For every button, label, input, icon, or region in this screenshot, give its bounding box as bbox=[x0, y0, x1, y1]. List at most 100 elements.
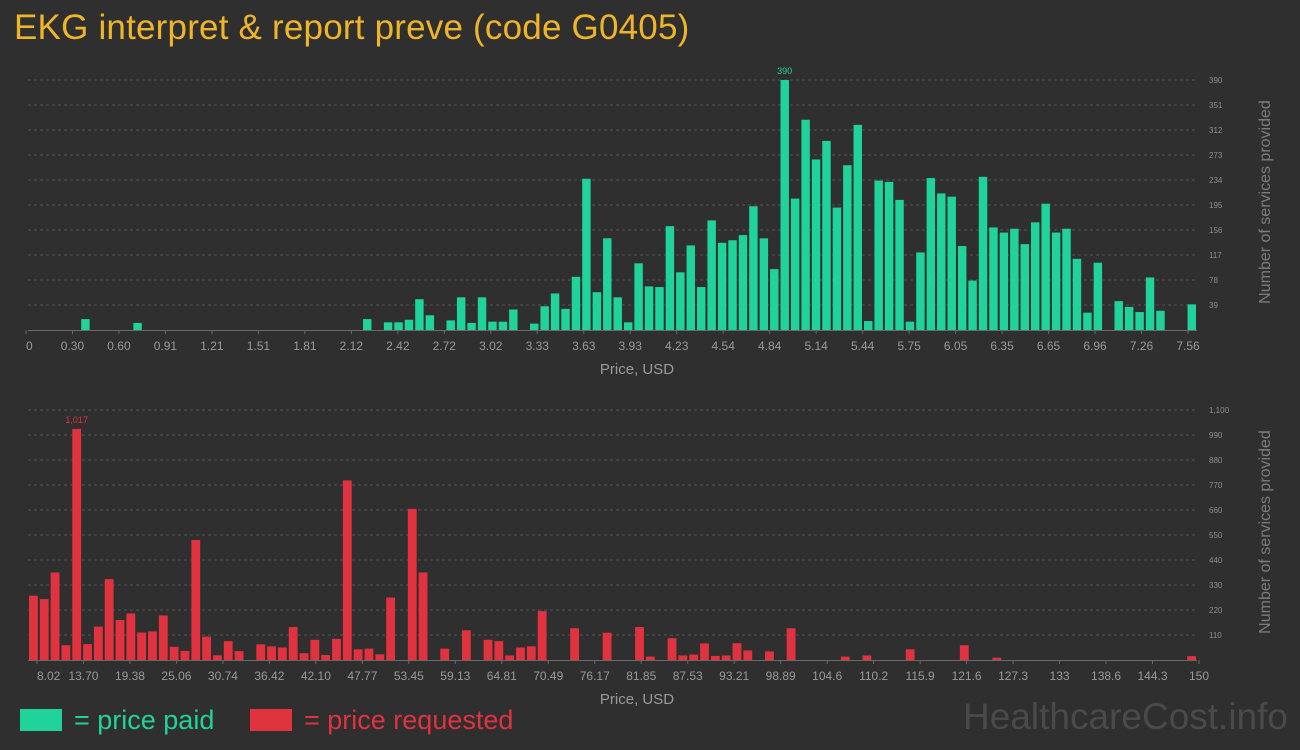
paid-bar bbox=[404, 319, 414, 330]
paid-x-tick-label: 6.96 bbox=[1083, 339, 1107, 353]
paid-x-tick-label: 5.75 bbox=[897, 339, 921, 353]
paid-x-tick-label: 1.81 bbox=[293, 339, 317, 353]
paid-bar bbox=[613, 297, 622, 330]
requested-bar bbox=[516, 647, 525, 660]
requested-bar bbox=[505, 655, 515, 660]
paid-bar bbox=[1072, 258, 1082, 330]
requested-bar bbox=[678, 655, 688, 660]
paid-bar bbox=[780, 80, 789, 330]
paid-y-tick-label: 234 bbox=[1209, 176, 1223, 185]
requested-bar bbox=[180, 650, 190, 660]
paid-x-tick-label: 6.35 bbox=[990, 339, 1014, 353]
requested-bar bbox=[256, 644, 266, 660]
paid-y-tick-label: 117 bbox=[1209, 251, 1222, 260]
requested-bar bbox=[50, 572, 60, 660]
paid-bar bbox=[989, 227, 998, 330]
paid-bar bbox=[957, 246, 967, 330]
paid-bar bbox=[1062, 228, 1071, 330]
requested-bar bbox=[321, 655, 331, 660]
paid-bar bbox=[822, 140, 831, 330]
requested-x-tick-label: 93.21 bbox=[719, 669, 749, 683]
paid-bar bbox=[864, 321, 873, 330]
requested-bar bbox=[310, 639, 320, 660]
legend-paid-swatch bbox=[20, 709, 62, 731]
requested-x-tick-label: 25.06 bbox=[161, 669, 191, 683]
requested-bar bbox=[72, 428, 82, 660]
paid-bar bbox=[456, 297, 466, 330]
requested-bar bbox=[494, 641, 504, 660]
requested-x-tick-label: 81.85 bbox=[626, 669, 656, 683]
paid-x-tick-label: 0 bbox=[26, 339, 33, 353]
paid-x-tick-label: 1.21 bbox=[200, 339, 224, 353]
paid-bar bbox=[926, 178, 936, 330]
paid-bar bbox=[738, 235, 748, 330]
paid-x-tick-label: 2.72 bbox=[433, 339, 457, 353]
paid-bar bbox=[1041, 203, 1050, 330]
requested-bar bbox=[277, 647, 287, 660]
requested-bar bbox=[83, 644, 92, 660]
requested-bar bbox=[148, 631, 157, 660]
requested-bar bbox=[104, 579, 114, 660]
requested-y-axis-title: Number of services provided bbox=[1257, 430, 1274, 634]
paid-x-tick-label: 5.14 bbox=[804, 339, 828, 353]
requested-peak-label: 1,017 bbox=[65, 415, 88, 425]
requested-x-tick-label: 19.38 bbox=[115, 669, 145, 683]
paid-y-tick-label: 312 bbox=[1209, 126, 1223, 135]
requested-x-tick-label: 36.42 bbox=[254, 669, 284, 683]
requested-bar bbox=[689, 654, 699, 660]
requested-x-tick-label: 115.9 bbox=[906, 669, 935, 683]
paid-bar bbox=[1010, 228, 1019, 330]
requested-bar bbox=[645, 656, 655, 660]
paid-bar bbox=[603, 238, 612, 330]
requested-bar bbox=[765, 651, 774, 660]
requested-y-tick-label: 440 bbox=[1209, 556, 1223, 565]
paid-bar bbox=[1031, 222, 1040, 330]
paid-bar bbox=[790, 198, 800, 330]
paid-y-tick-label: 39 bbox=[1209, 301, 1218, 310]
paid-bar bbox=[697, 287, 706, 330]
paid-bar bbox=[467, 322, 476, 330]
paid-bar bbox=[749, 206, 758, 330]
paid-bar bbox=[843, 165, 852, 330]
paid-x-tick-label: 7.56 bbox=[1176, 339, 1200, 353]
requested-bar bbox=[93, 626, 103, 660]
requested-x-tick-label: 47.77 bbox=[347, 669, 377, 683]
requested-bar bbox=[332, 638, 341, 660]
paid-x-tick-label: 6.65 bbox=[1037, 339, 1061, 353]
requested-bar bbox=[353, 649, 363, 660]
requested-y-tick-label: 220 bbox=[1209, 606, 1223, 615]
requested-x-tick-label: 42.10 bbox=[301, 669, 331, 683]
requested-bar bbox=[39, 599, 49, 660]
paid-bar bbox=[561, 308, 570, 330]
requested-bar bbox=[418, 572, 428, 660]
paid-x-tick-label: 3.33 bbox=[526, 339, 550, 353]
paid-bar bbox=[550, 293, 560, 330]
requested-x-tick-label: 110.2 bbox=[859, 669, 888, 683]
paid-bar bbox=[644, 286, 654, 330]
paid-bar bbox=[363, 319, 372, 330]
paid-y-tick-label: 273 bbox=[1209, 151, 1223, 160]
paid-y-tick-label: 390 bbox=[1209, 76, 1223, 85]
paid-x-tick-label: 3.93 bbox=[619, 339, 643, 353]
paid-y-tick-label: 195 bbox=[1209, 201, 1223, 210]
requested-bar bbox=[743, 650, 753, 660]
requested-bar bbox=[526, 646, 536, 660]
requested-bar bbox=[29, 595, 38, 660]
requested-bar bbox=[537, 611, 547, 660]
paid-bar bbox=[832, 207, 842, 330]
paid-y-tick-label: 351 bbox=[1209, 101, 1223, 110]
paid-peak-label: 390 bbox=[777, 66, 792, 76]
paid-bar bbox=[133, 322, 142, 330]
requested-bar bbox=[375, 654, 385, 660]
paid-bar bbox=[383, 322, 393, 330]
requested-bar bbox=[635, 627, 644, 660]
requested-y-tick-label: 660 bbox=[1209, 506, 1223, 515]
requested-bar bbox=[137, 632, 147, 660]
paid-bar bbox=[665, 226, 675, 330]
paid-x-tick-label: 1.51 bbox=[247, 339, 271, 353]
paid-bar bbox=[623, 322, 633, 330]
watermark: HealthcareCost.info bbox=[963, 696, 1288, 737]
paid-bar bbox=[1135, 312, 1144, 330]
requested-x-tick-label: 53.45 bbox=[394, 669, 424, 683]
